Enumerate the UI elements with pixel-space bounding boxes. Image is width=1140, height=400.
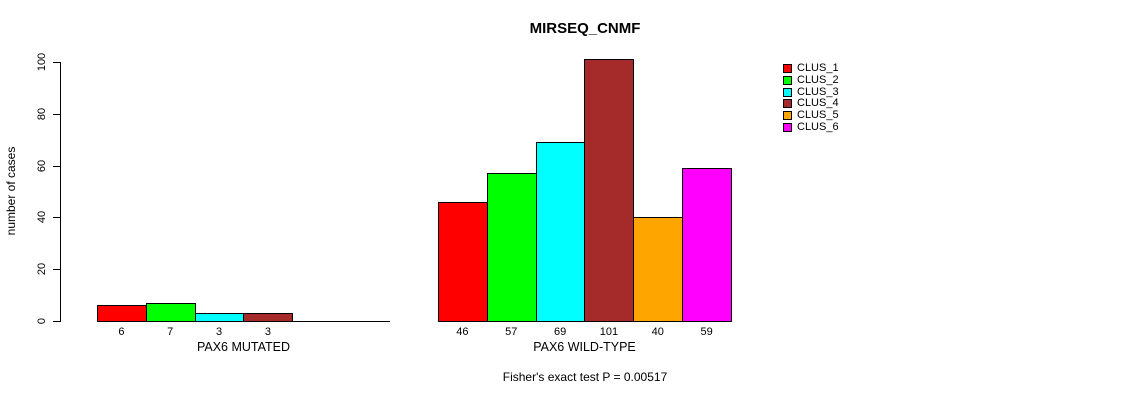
y-tick-label: 60 (36, 159, 48, 173)
y-tick (53, 321, 60, 322)
legend-label: CLUS_4 (797, 97, 839, 110)
legend-row: CLUS_1 (783, 63, 839, 75)
bar (195, 313, 244, 322)
bar-value-label: 69 (553, 326, 567, 338)
y-axis-label: number of cases (4, 146, 18, 236)
legend: CLUS_1 CLUS_2 CLUS_3 CLUS_4 CLUS_5 CLUS_6 (783, 63, 839, 133)
group-label: PAX6 MUTATED (196, 340, 291, 354)
bar-value-label: 46 (456, 326, 469, 338)
legend-label: CLUS_1 (797, 62, 839, 75)
legend-row: CLUS_2 (783, 75, 839, 87)
bar (536, 142, 585, 322)
bar (584, 59, 634, 322)
bar-value-label: 6 (118, 326, 125, 338)
legend-swatch (783, 76, 792, 86)
legend-row: CLUS_6 (783, 121, 839, 133)
group-label: PAX6 WILD-TYPE (533, 340, 636, 354)
legend-label: CLUS_3 (797, 85, 839, 98)
bar-value-label: 40 (651, 326, 664, 338)
bar-value-label: 101 (599, 326, 619, 338)
bar (146, 303, 196, 322)
legend-label: CLUS_6 (797, 120, 839, 133)
y-tick-label: 20 (36, 262, 48, 276)
y-axis (60, 62, 61, 322)
legend-swatch (783, 87, 792, 97)
y-tick-label: 80 (36, 107, 48, 121)
bar-value-label: 57 (505, 326, 518, 338)
y-tick (53, 62, 60, 63)
legend-swatch (783, 64, 792, 74)
y-tick-label: 0 (36, 317, 48, 325)
y-tick-label: 100 (36, 52, 48, 72)
bar (487, 173, 537, 322)
legend-row: CLUS_3 (783, 86, 839, 98)
bar-value-label: 7 (167, 326, 174, 338)
legend-swatch (783, 122, 792, 132)
bar-value-label: 59 (700, 326, 713, 338)
bar (243, 313, 293, 322)
y-tick-label: 40 (36, 210, 48, 224)
legend-row: CLUS_4 (783, 98, 839, 110)
bar (97, 305, 147, 322)
legend-label: CLUS_5 (797, 109, 839, 122)
bar (633, 217, 683, 322)
bar-value-label: 3 (264, 326, 271, 338)
chart-title: MIRSEQ_CNMF (529, 20, 641, 37)
y-tick (53, 114, 60, 115)
y-tick (53, 217, 60, 218)
bar (438, 202, 488, 322)
bar (682, 168, 732, 322)
y-tick (53, 166, 60, 167)
y-tick (53, 269, 60, 270)
legend-swatch (783, 111, 792, 121)
footer-annotation: Fisher's exact test P = 0.00517 (502, 370, 668, 384)
legend-row: CLUS_5 (783, 110, 839, 122)
bar-value-label: 3 (216, 326, 223, 338)
legend-swatch (783, 99, 792, 109)
legend-label: CLUS_2 (797, 74, 839, 87)
